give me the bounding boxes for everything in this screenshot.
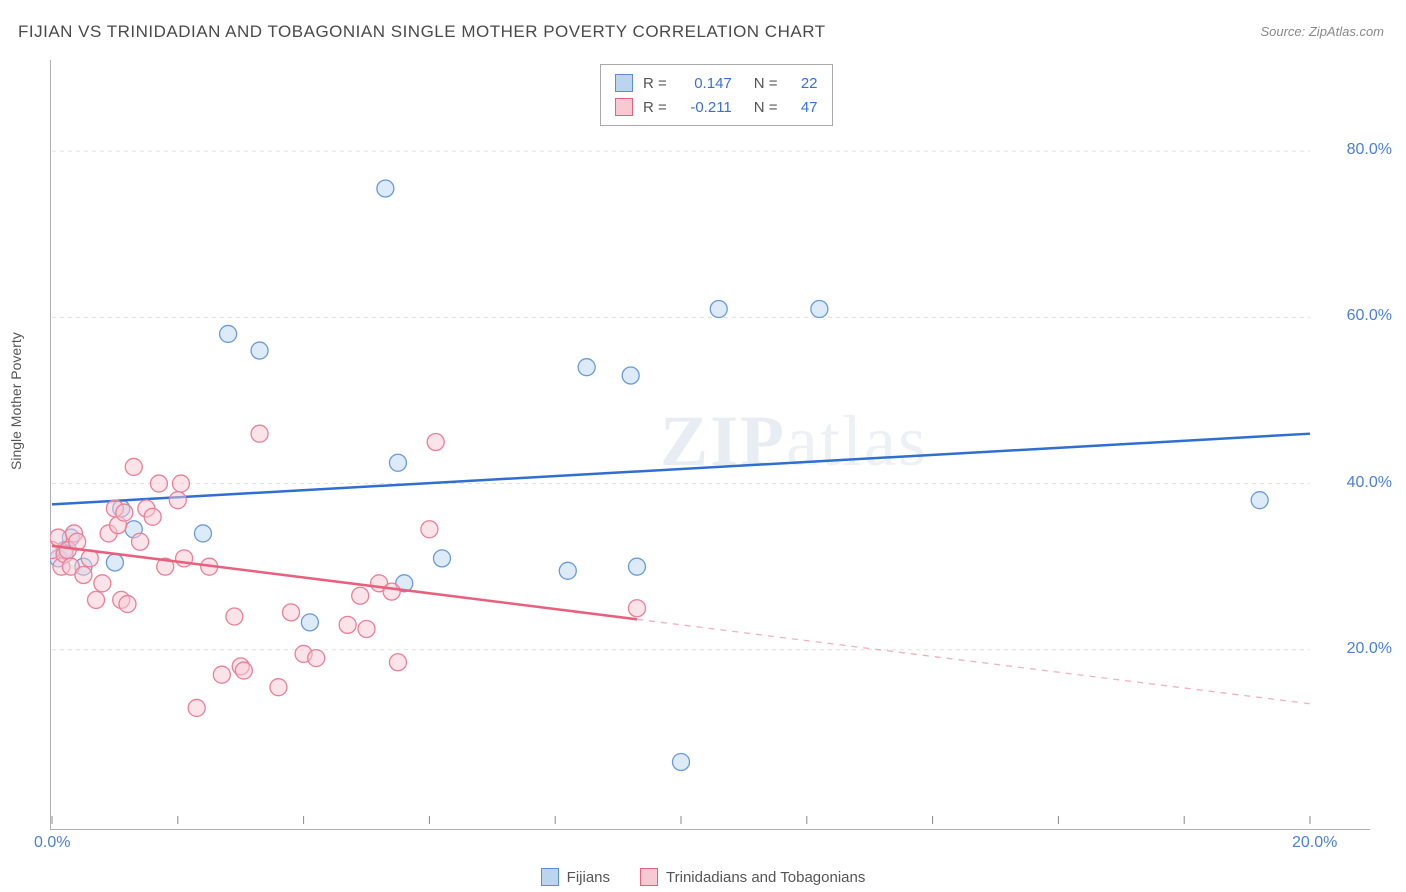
legend-item-1: Fijians	[541, 868, 610, 886]
legend-item-2: Trinidadians and Tobagonians	[640, 868, 865, 886]
y-tick-label: 60.0%	[1347, 307, 1392, 325]
y-axis-label: Single Mother Poverty	[8, 332, 24, 470]
series-legend: Fijians Trinidadians and Tobagonians	[0, 868, 1406, 886]
stats-legend-row-1: R = 0.147 N = 22	[615, 71, 818, 95]
legend-swatch-blue	[615, 74, 633, 92]
legend-swatch-blue	[541, 868, 559, 886]
n-label-1: N =	[754, 75, 778, 92]
legend-label-2: Trinidadians and Tobagonians	[666, 869, 865, 886]
x-tick-label: 20.0%	[1292, 834, 1337, 852]
chart-title: FIJIAN VS TRINIDADIAN AND TOBAGONIAN SIN…	[18, 22, 826, 42]
n-label-2: N =	[754, 99, 778, 116]
r-label-1: R =	[643, 75, 667, 92]
y-tick-label: 20.0%	[1347, 640, 1392, 658]
r-value-2: -0.211	[677, 99, 732, 116]
stats-legend: R = 0.147 N = 22 R = -0.211 N = 47	[600, 64, 833, 126]
r-value-1: 0.147	[677, 75, 732, 92]
y-tick-label: 80.0%	[1347, 141, 1392, 159]
r-label-2: R =	[643, 99, 667, 116]
legend-label-1: Fijians	[567, 869, 610, 886]
x-tick-label: 0.0%	[34, 834, 70, 852]
y-tick-label: 40.0%	[1347, 474, 1392, 492]
legend-swatch-pink	[640, 868, 658, 886]
n-value-2: 47	[788, 99, 818, 116]
source-attribution: Source: ZipAtlas.com	[1260, 24, 1384, 39]
legend-swatch-pink	[615, 98, 633, 116]
stats-legend-row-2: R = -0.211 N = 47	[615, 95, 818, 119]
scatter-plot	[50, 60, 1370, 830]
n-value-1: 22	[788, 75, 818, 92]
